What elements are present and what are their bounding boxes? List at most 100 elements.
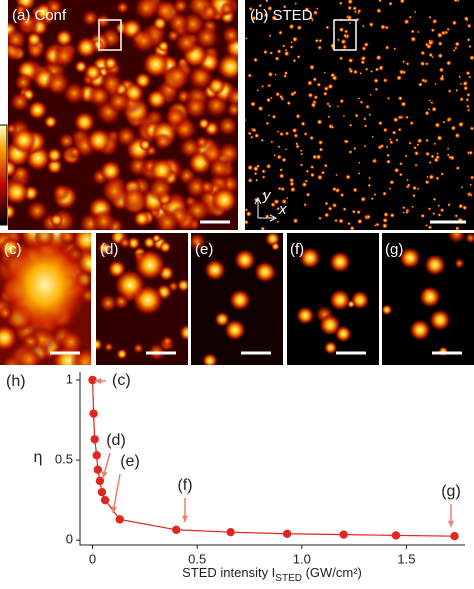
spot xyxy=(412,185,418,191)
spot xyxy=(279,168,283,172)
arrow-head xyxy=(111,506,118,513)
spot xyxy=(51,183,71,202)
spot xyxy=(432,212,436,216)
spot xyxy=(428,15,432,19)
spot xyxy=(98,293,118,313)
spot xyxy=(323,71,327,74)
spot xyxy=(305,192,311,197)
spot xyxy=(299,163,304,167)
spot xyxy=(153,132,173,151)
spot xyxy=(248,6,253,11)
spot xyxy=(385,145,389,149)
spot xyxy=(377,120,383,126)
spot xyxy=(0,233,91,340)
spot xyxy=(245,208,249,212)
x-axis-title-main: STED intensity I xyxy=(182,565,275,580)
spot xyxy=(463,16,469,22)
spot xyxy=(360,59,366,65)
spot xyxy=(351,209,356,214)
spot xyxy=(296,25,303,31)
spot xyxy=(469,183,473,187)
point xyxy=(100,495,110,505)
arrow-head xyxy=(447,520,455,527)
spot xyxy=(47,0,62,15)
spot xyxy=(193,24,220,51)
spot xyxy=(96,338,103,351)
spot xyxy=(398,69,405,75)
spot xyxy=(436,152,439,155)
spot xyxy=(292,36,298,43)
spot xyxy=(416,187,420,191)
spot xyxy=(357,97,361,100)
spot xyxy=(397,127,402,132)
spot xyxy=(392,116,399,123)
spot xyxy=(256,164,260,168)
spot xyxy=(339,98,345,104)
spot xyxy=(324,201,329,206)
arrow-head xyxy=(181,515,189,522)
spot xyxy=(389,212,395,218)
spot xyxy=(299,247,321,269)
spot xyxy=(247,131,252,136)
spot xyxy=(118,236,132,250)
spot xyxy=(405,61,410,66)
spot xyxy=(283,50,290,57)
spot xyxy=(373,193,377,197)
spot xyxy=(317,174,323,181)
x-tick-label: 1.0 xyxy=(293,551,311,566)
spot xyxy=(138,138,152,152)
spot xyxy=(364,67,369,71)
spot xyxy=(332,186,337,192)
spot xyxy=(267,83,272,88)
spot xyxy=(428,39,432,43)
point xyxy=(88,375,97,385)
spot xyxy=(201,352,218,365)
spot xyxy=(219,1,234,16)
spot xyxy=(260,226,266,230)
spot xyxy=(310,165,315,170)
spot xyxy=(322,91,328,97)
spot xyxy=(357,218,363,225)
spot xyxy=(275,91,281,97)
spot xyxy=(347,0,354,5)
spot xyxy=(312,10,319,16)
spot xyxy=(414,150,420,156)
spot xyxy=(342,45,347,49)
spot xyxy=(348,68,354,74)
spot xyxy=(434,82,437,86)
spot xyxy=(292,58,297,63)
annotation: (e) xyxy=(120,453,140,470)
spot xyxy=(353,10,358,14)
spot xyxy=(289,45,294,49)
panel-label: (h) xyxy=(6,373,26,390)
spot xyxy=(277,145,281,149)
spot xyxy=(342,33,348,38)
spot xyxy=(276,130,280,133)
spot xyxy=(467,108,471,112)
spot xyxy=(25,199,49,223)
spot xyxy=(152,16,168,31)
spot xyxy=(271,114,277,120)
spot xyxy=(399,247,421,269)
spot xyxy=(466,23,472,29)
spot xyxy=(397,115,402,120)
spot xyxy=(52,44,76,69)
panel-label: (f) xyxy=(290,241,304,258)
point xyxy=(172,525,181,534)
spot xyxy=(454,46,458,50)
point xyxy=(89,409,98,418)
spot xyxy=(358,161,361,164)
spot xyxy=(370,69,374,74)
spot xyxy=(470,193,473,197)
spot xyxy=(245,219,249,225)
y-tick-label: 1 xyxy=(66,371,73,386)
spot xyxy=(46,157,63,175)
spot xyxy=(324,212,330,218)
spot xyxy=(425,224,429,227)
spot xyxy=(446,147,450,150)
y-tick-label: 0.5 xyxy=(55,452,73,467)
spot xyxy=(271,242,280,251)
spot xyxy=(318,38,323,43)
spot xyxy=(412,193,416,198)
